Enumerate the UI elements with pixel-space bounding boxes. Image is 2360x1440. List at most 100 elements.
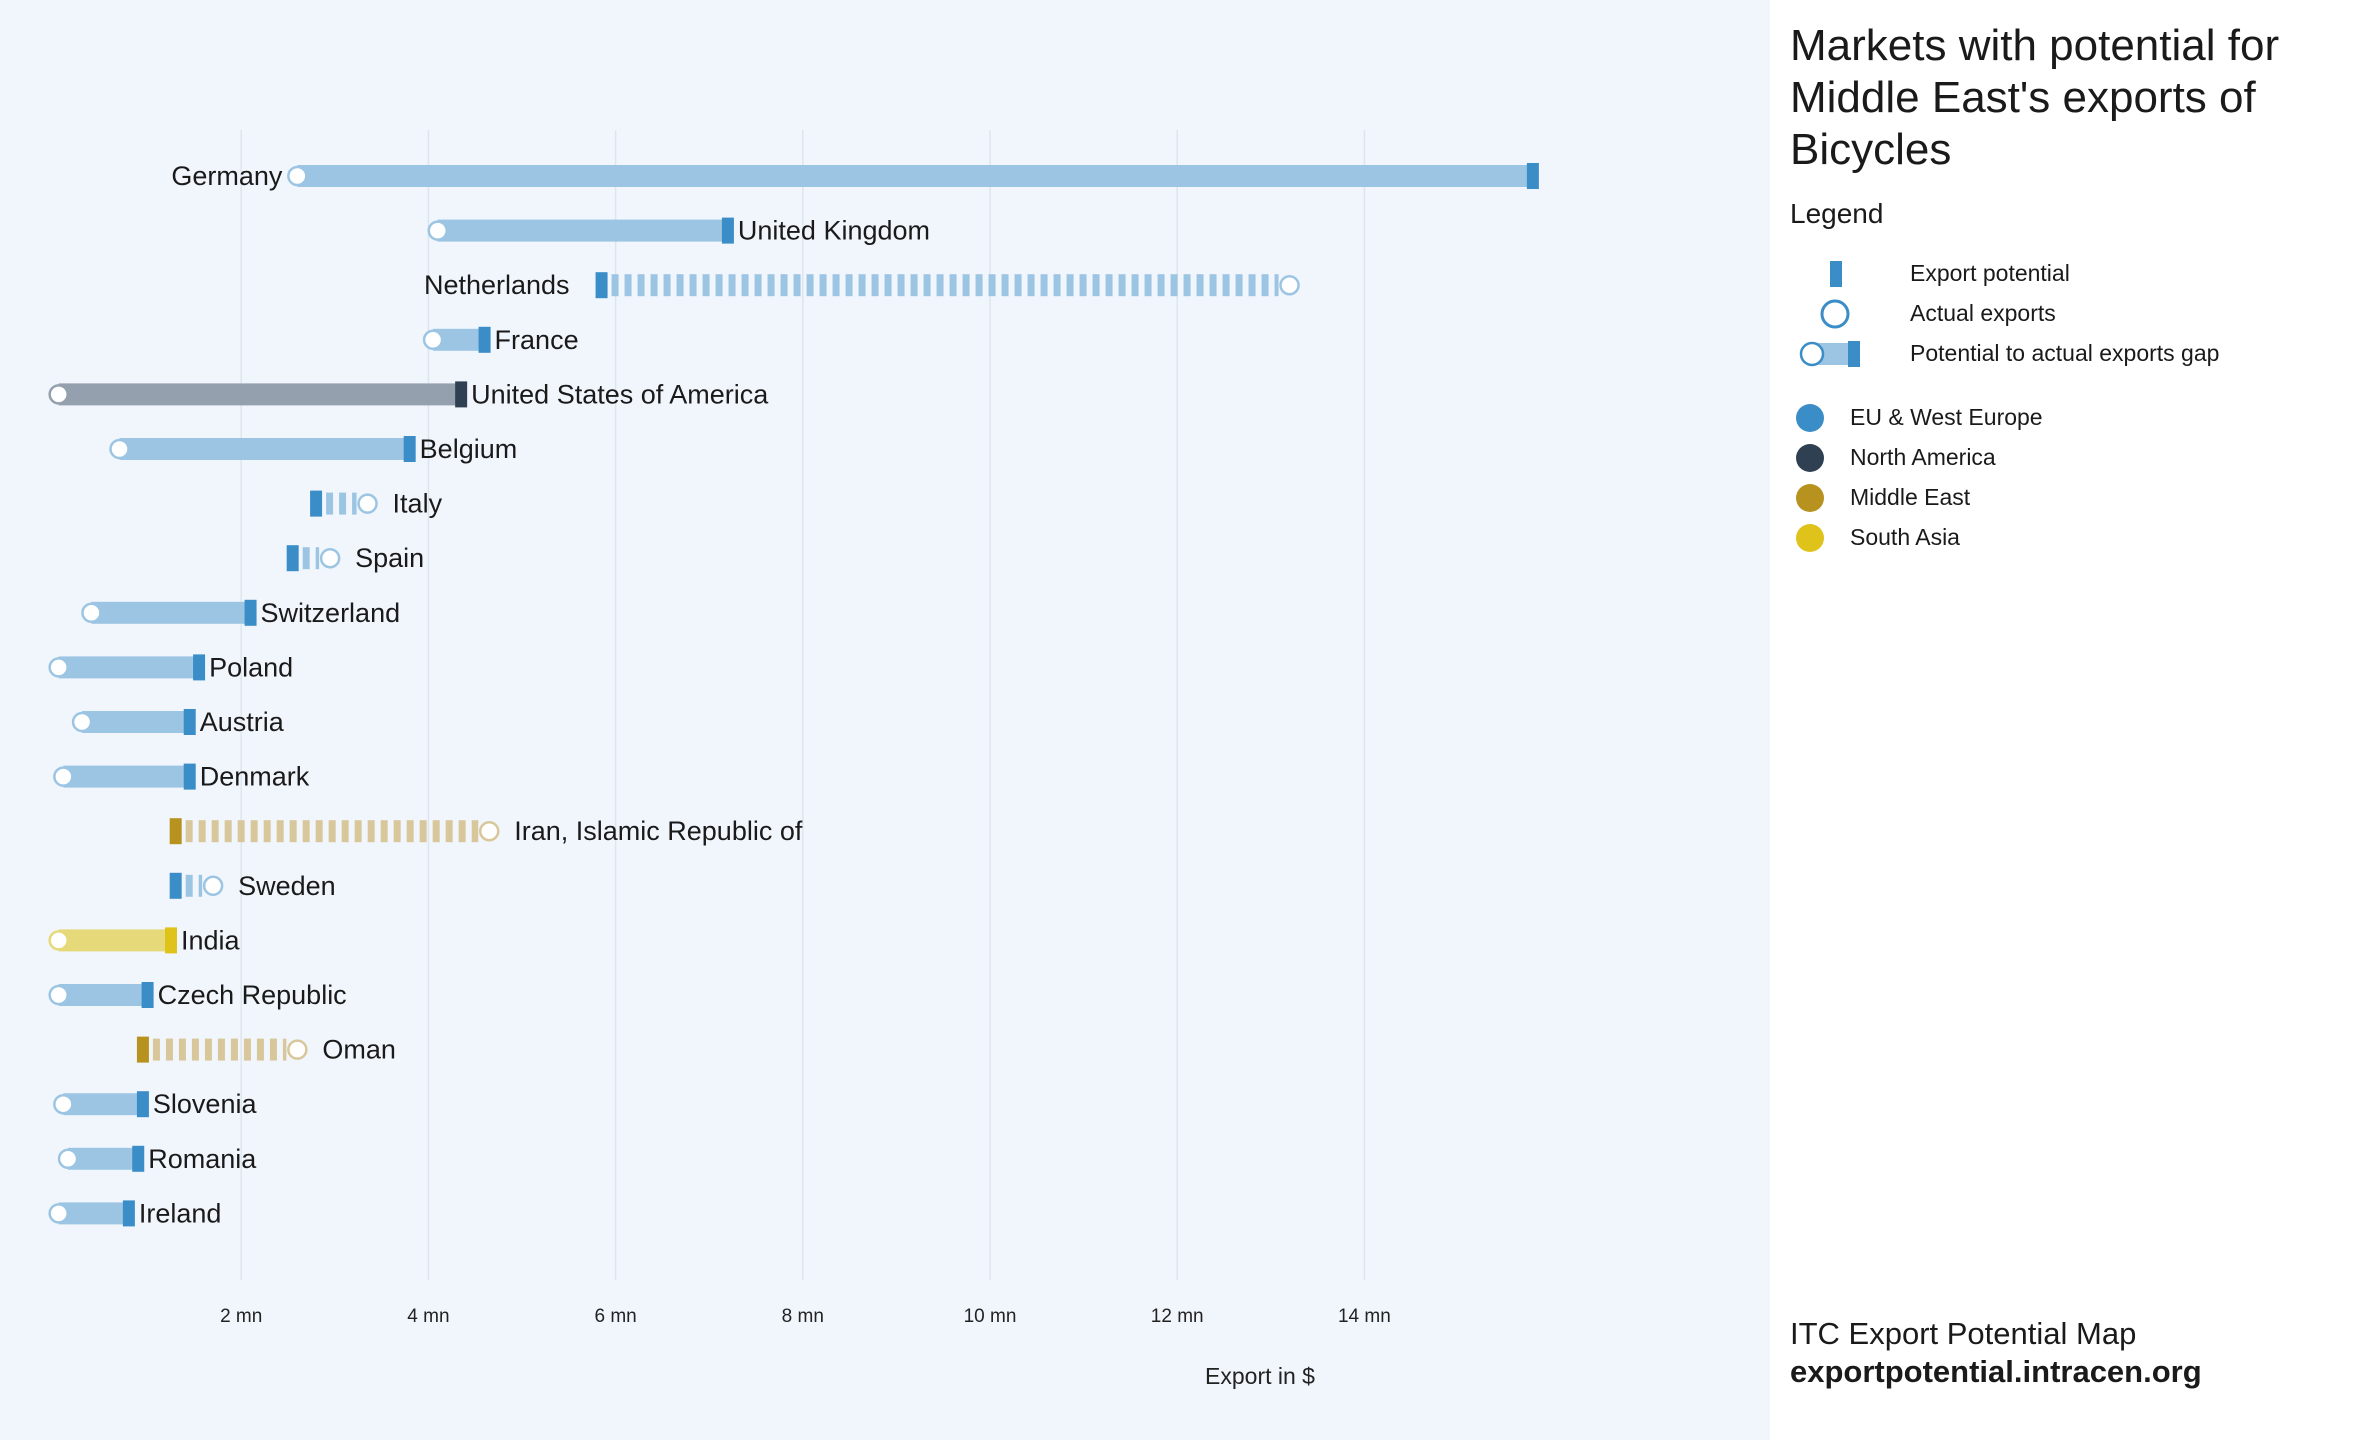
market-row: India — [48, 925, 241, 955]
x-tick-label: 6 mn — [594, 1306, 636, 1327]
actual-marker — [1279, 274, 1300, 296]
market-label: Denmark — [200, 762, 310, 792]
x-axis: 2 mn 4 mn 6 mn 8 mn 10 mn 12 mn 14 mn Export in… — [220, 1306, 1391, 1389]
gap-bar — [58, 383, 462, 406]
gap-segment — [198, 820, 206, 843]
potential-marker — [122, 1200, 135, 1227]
market-label: United States of America — [471, 379, 769, 409]
gap-segment — [165, 1038, 173, 1061]
x-axis-label: Export in $ — [1205, 1363, 1315, 1389]
gap-segment — [178, 1038, 186, 1061]
gap-segment — [211, 820, 219, 843]
gap-bar — [91, 601, 251, 624]
market-label: Ireland — [139, 1198, 222, 1228]
footer-url[interactable]: exportpotential.intracen.org — [1790, 1354, 2202, 1389]
legend-panel: Markets with potential for Middle East's… — [1770, 0, 2360, 1440]
gap-segment — [780, 274, 788, 297]
market-label: Italy — [393, 489, 443, 519]
chart-title: Markets with potential for Middle East's… — [1790, 21, 2280, 174]
gap-segment — [832, 274, 840, 297]
gap-segment — [702, 274, 710, 297]
gap-bar — [119, 438, 410, 460]
legend-label: Potential to actual exports gap — [1910, 340, 2220, 366]
gap-segment — [445, 820, 453, 843]
gap-segment — [302, 547, 310, 570]
potential-marker — [193, 654, 206, 681]
actual-marker — [48, 984, 69, 1006]
gap-segment — [728, 274, 736, 297]
gap-segment — [793, 274, 801, 297]
market-row: Belgium — [109, 434, 517, 464]
actual-marker — [287, 165, 308, 187]
market-label: Austria — [200, 707, 285, 737]
gap-segment — [1053, 274, 1061, 297]
legend-item-gap: Potential to actual exports gap — [1790, 334, 2350, 374]
actual-marker — [53, 1093, 74, 1115]
market-row: Netherlands — [424, 270, 1300, 300]
gap-segment — [754, 274, 762, 297]
actual-marker — [319, 547, 341, 569]
potential-marker — [183, 763, 196, 790]
gap-segment — [250, 820, 258, 843]
market-label: France — [495, 325, 579, 355]
footer-source: ITC Export Potential Map — [1790, 1316, 2137, 1351]
legend-item-export-potential: Export potential — [1790, 254, 2350, 294]
gap-segment — [1131, 274, 1139, 297]
actual-marker — [109, 438, 130, 460]
market-row: Sweden — [169, 871, 336, 901]
gap-segment — [962, 274, 970, 297]
actual-marker — [48, 384, 69, 405]
gap-segment — [1209, 274, 1217, 297]
gap-segment — [871, 274, 879, 297]
actual-marker — [357, 493, 378, 514]
market-row: Italy — [310, 489, 443, 519]
market-row: Germany — [171, 161, 1539, 191]
gap-segment — [806, 274, 814, 297]
gap-segment — [741, 274, 749, 297]
potential-marker — [286, 545, 299, 572]
market-row: Czech Republic — [48, 980, 347, 1010]
market-row: Ireland — [48, 1198, 222, 1228]
gap-segment — [256, 1038, 264, 1061]
x-tick-label: 2 mn — [220, 1306, 262, 1327]
potential-marker — [136, 1091, 149, 1118]
gap-segment — [923, 274, 931, 297]
region-dot-icon — [1796, 524, 1824, 552]
gap-bar — [437, 219, 728, 242]
legend-label: Export potential — [1910, 260, 2070, 286]
gap-bar — [58, 929, 171, 952]
gap-segment — [1248, 274, 1256, 297]
potential-marker — [141, 982, 154, 1008]
x-tick-label: 14 mn — [1338, 1306, 1391, 1327]
market-bars: Germany United Kingdom Netherlands France Un… — [48, 161, 1539, 1228]
gap-segment — [315, 820, 323, 843]
gap-segment — [289, 820, 297, 843]
gap-segment — [715, 274, 723, 297]
market-label: Poland — [209, 652, 293, 682]
actual-marker — [422, 329, 444, 351]
market-label: Slovenia — [153, 1089, 258, 1119]
market-label: United Kingdom — [738, 216, 930, 246]
gap-segment — [380, 820, 388, 843]
gap-segment — [676, 274, 684, 297]
gap-segment — [352, 492, 357, 515]
market-label: Czech Republic — [158, 980, 347, 1010]
gap-segment — [1183, 274, 1191, 297]
legend-heading: Legend — [1790, 198, 1884, 229]
gap-segment — [1001, 274, 1009, 297]
gap-segment — [819, 274, 827, 297]
potential-marker — [169, 818, 182, 845]
gap-segment — [302, 820, 310, 843]
actual-marker — [287, 1039, 308, 1060]
gap-bar — [433, 328, 485, 351]
gap-bar — [68, 1147, 139, 1170]
gap-segment — [624, 274, 632, 297]
market-label: Switzerland — [261, 598, 401, 628]
x-tick-label: 8 mn — [782, 1306, 824, 1327]
export-potential-chart: Germany United Kingdom Netherlands France Un… — [48, 130, 1539, 1389]
gap-segment — [858, 274, 866, 297]
gap-segment — [393, 820, 401, 843]
gap-segment — [1235, 274, 1243, 297]
gap-segment — [910, 274, 918, 297]
gap-bar — [82, 711, 190, 733]
